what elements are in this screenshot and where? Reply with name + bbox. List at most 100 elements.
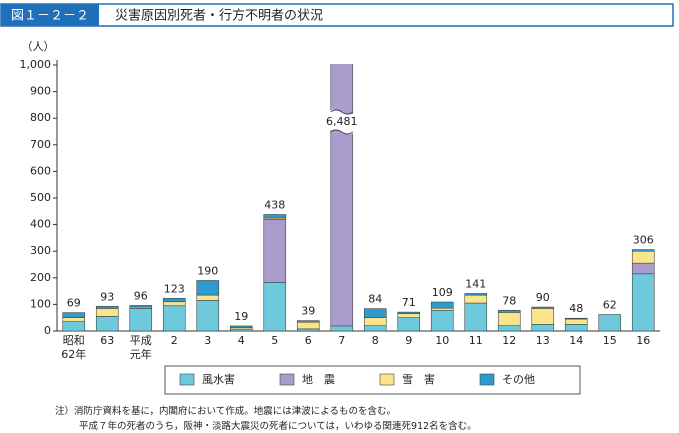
y-tick-label: 600 (30, 164, 51, 177)
bar-segment (397, 313, 421, 318)
total-label: 90 (536, 291, 550, 304)
bar-segment (196, 300, 220, 332)
axis-break (327, 109, 356, 135)
header-frame (0, 3, 674, 27)
bar-segment (196, 280, 220, 296)
legend-label: 地 震 (302, 373, 335, 386)
x-tick-label: 平成 元年 (129, 334, 152, 361)
bar-segment (162, 297, 186, 303)
bar-segment (62, 312, 86, 318)
bar-segment (263, 218, 287, 283)
y-tick-label: 300 (30, 244, 51, 257)
bar-segment (296, 321, 320, 330)
x-tick-label: 15 (602, 334, 617, 347)
bar-segment (162, 305, 186, 332)
bar-segment (330, 325, 354, 332)
x-tick-label: 14 (569, 334, 584, 347)
total-label: 62 (603, 299, 617, 312)
total-label: 69 (67, 297, 81, 310)
total-label: 438 (264, 198, 285, 211)
total-label: 84 (368, 293, 382, 306)
bar-segment (631, 250, 655, 264)
x-tick-label: 4 (237, 334, 245, 347)
bar-segment (430, 309, 454, 332)
bar-segment (296, 320, 320, 323)
x-tick-label: 10 (435, 334, 450, 347)
bar-segment (330, 64, 354, 327)
note: 注）消防庁資料を基に，内閣府において作成。地震には津波によるものを含む。 (55, 406, 396, 417)
bar-segment (363, 317, 387, 326)
bar-segment (129, 308, 153, 332)
y-tick-label: 1,000 (20, 58, 52, 71)
legend-label: その他 (502, 373, 535, 386)
bar-segment (263, 282, 287, 332)
bar-segment (631, 249, 655, 252)
bar-segment (564, 317, 588, 320)
axis-break-line (330, 109, 354, 135)
x-tick-label: 12 (502, 334, 517, 347)
y-unit: （人） (22, 40, 55, 53)
bar-segment (430, 307, 454, 311)
y-tick-label: 800 (30, 111, 51, 124)
bar-segment (95, 316, 119, 332)
legend-swatch (179, 373, 195, 386)
y-tick-label: 900 (30, 85, 51, 98)
bar-segment (464, 302, 488, 332)
bar-segment (62, 317, 86, 322)
x-tick-label: 8 (371, 334, 379, 347)
x-tick-label: 13 (535, 334, 550, 347)
x-tick-label: 6 (304, 334, 312, 347)
y-tick-label: 400 (30, 218, 51, 231)
bar-segment (397, 317, 421, 332)
bar-segment (129, 305, 153, 308)
x-tick-label: 3 (204, 334, 212, 347)
total-label: 96 (134, 289, 148, 302)
bar-segment (598, 314, 622, 332)
bar-segment (497, 325, 521, 332)
bar-segment (95, 308, 119, 317)
bar-segment (229, 325, 253, 329)
x-tick-label: 16 (636, 334, 651, 347)
bar-segment (497, 309, 521, 313)
bar-segment (62, 321, 86, 332)
total-label: 123 (164, 282, 185, 295)
note: 平成７年の死者のうち，阪神・淡路大震災の死者については，いわゆる関連死912名を… (79, 421, 477, 432)
bar-segment (531, 324, 555, 332)
x-tick-label: 11 (468, 334, 483, 347)
total-label: 141 (465, 277, 486, 290)
bar-segment (296, 328, 320, 332)
total-label: 48 (569, 302, 583, 315)
y-tick-label: 700 (30, 138, 51, 151)
total-label: 306 (633, 234, 654, 247)
bar-segment (196, 294, 220, 301)
x-tick-label: 2 (170, 334, 178, 347)
bar-segment (564, 318, 588, 325)
bar-segment (531, 308, 555, 325)
total-label: 93 (100, 290, 114, 303)
bar-segment (397, 311, 421, 315)
bar-segment (631, 273, 655, 332)
total-label: 78 (502, 294, 516, 307)
legend-frame (164, 365, 581, 395)
bar-segment (631, 262, 655, 275)
y-tick-label: 0 (44, 324, 51, 337)
bar-segment (464, 294, 488, 304)
y-tick-label: 500 (30, 191, 51, 204)
bar-segment (497, 312, 521, 326)
bar-segment (162, 301, 186, 307)
y-tick-label: 200 (30, 271, 51, 284)
legend-label: 雪 害 (402, 372, 435, 386)
header-label: 図１－２－２ (11, 9, 89, 24)
x-tick-label: 63 (100, 334, 115, 347)
total-label: 6,481 (326, 115, 358, 128)
bar-segment (363, 325, 387, 332)
bars (62, 64, 655, 332)
y-tick-label: 100 (30, 297, 51, 310)
bar-segment (564, 324, 588, 332)
bar-segment (363, 308, 387, 319)
total-label: 109 (432, 286, 453, 299)
x-tick-label: 昭和 62年 (61, 334, 87, 361)
total-label: 71 (402, 296, 416, 309)
